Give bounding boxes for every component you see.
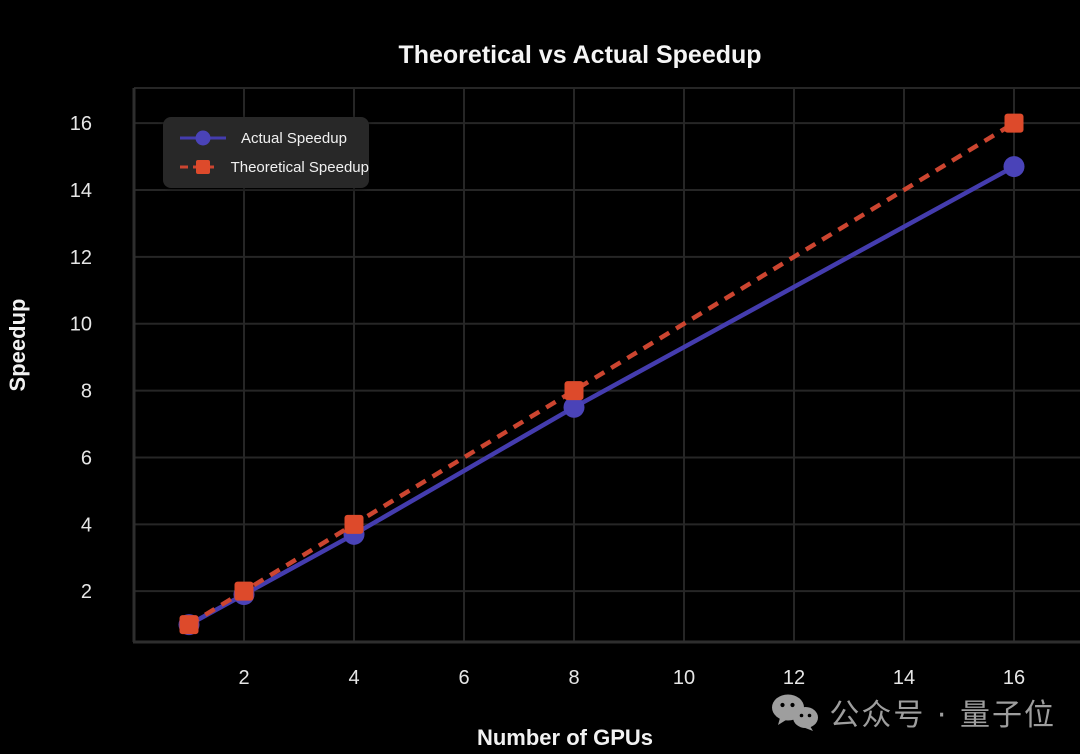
svg-text:10: 10 bbox=[673, 667, 695, 689]
tick-labels: 2 4 6 8 10 12 14 16 2 4 6 8 10 12 14 16 bbox=[70, 113, 1025, 689]
svg-text:16: 16 bbox=[1003, 667, 1025, 689]
chart-title: Theoretical vs Actual Speedup bbox=[398, 41, 761, 69]
svg-text:14: 14 bbox=[70, 180, 92, 202]
legend-label-theoretical: Theoretical Speedup bbox=[230, 158, 369, 176]
svg-text:6: 6 bbox=[458, 667, 469, 689]
series-layer bbox=[178, 113, 1025, 636]
legend-label-actual: Actual Speedup bbox=[241, 129, 347, 147]
x-axis-title: Number of GPUs bbox=[477, 725, 653, 750]
legend-item-actual: Actual Speedup bbox=[177, 128, 369, 148]
svg-text:6: 6 bbox=[81, 447, 92, 469]
circle-marker-icon bbox=[195, 130, 211, 146]
svg-text:4: 4 bbox=[348, 667, 359, 689]
svg-text:8: 8 bbox=[568, 667, 579, 689]
svg-text:2: 2 bbox=[81, 581, 92, 603]
square-marker-icon bbox=[196, 160, 210, 174]
svg-text:16: 16 bbox=[70, 113, 92, 135]
theoretical-series-swatch bbox=[180, 160, 219, 174]
svg-text:2: 2 bbox=[238, 667, 249, 689]
svg-text:4: 4 bbox=[81, 514, 92, 536]
svg-text:14: 14 bbox=[893, 667, 915, 689]
svg-text:10: 10 bbox=[70, 314, 92, 336]
grid-layer bbox=[132, 87, 1080, 644]
svg-text:8: 8 bbox=[81, 381, 92, 403]
legend-item-theoretical: Theoretical Speedup bbox=[177, 157, 369, 177]
svg-text:12: 12 bbox=[783, 667, 805, 689]
chart-legend: Actual Speedup Theoretical Speedup bbox=[163, 117, 369, 188]
actual-series-swatch bbox=[180, 130, 226, 146]
svg-text:12: 12 bbox=[70, 247, 92, 269]
y-axis-title: Speedup bbox=[5, 299, 30, 392]
watermark-text: 公众号 · 量子位 bbox=[829, 698, 1056, 733]
watermark: 公众号 · 量子位 bbox=[771, 690, 1056, 734]
wechat-icon bbox=[772, 694, 819, 731]
